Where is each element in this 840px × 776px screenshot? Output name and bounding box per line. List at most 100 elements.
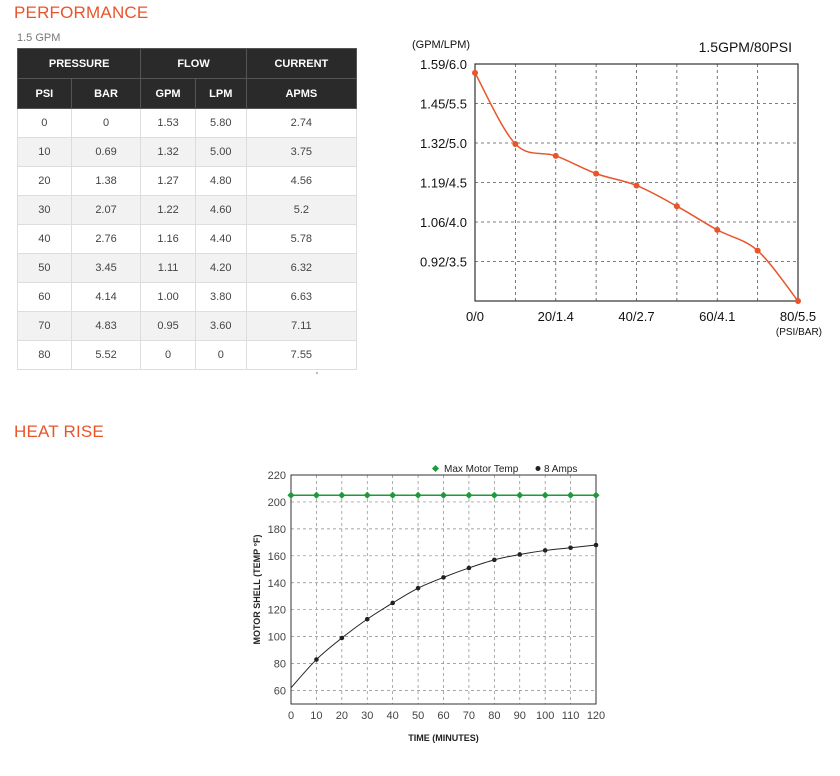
data-point-max-motor-temp	[465, 491, 473, 499]
data-point-8-amps	[441, 575, 446, 580]
plot-frame	[290, 474, 597, 705]
table-cell: 10	[17, 137, 72, 167]
x-tick-label: 70	[463, 710, 475, 722]
table-cell: 5.00	[194, 137, 247, 167]
data-point	[633, 182, 640, 189]
y-tick-label: 120	[268, 605, 286, 617]
data-point-8-amps	[568, 545, 573, 551]
data-point-max-motor-temp	[363, 491, 371, 499]
table-cell: 4.20	[194, 253, 247, 283]
data-point-8-amps	[542, 548, 548, 553]
y-tick-label: 60	[274, 686, 286, 698]
table-cell: 1.53	[140, 108, 196, 138]
y-tick-label: 220	[268, 470, 286, 482]
table-row: 0 0 1.53 5.80 2.74	[17, 108, 358, 138]
stray-dot	[316, 372, 318, 374]
table-cell: 60	[17, 282, 72, 312]
table-cell: 1.00	[140, 282, 196, 312]
y-tick-label: 1.32/5.0	[420, 136, 467, 151]
table-cell: 5.52	[70, 340, 142, 370]
table-row: 80 5.52 0 0 7.55	[17, 340, 358, 370]
table-cell: 1.27	[140, 166, 196, 196]
legend-label-max-motor-temp: Max Motor Temp	[444, 464, 519, 475]
data-point-max-motor-temp	[439, 491, 448, 499]
data-point	[512, 140, 519, 147]
table-row: 60 4.14 1.00 3.80 6.63	[17, 282, 358, 312]
table-cell: 0	[70, 108, 142, 138]
legend-marker-max-motor-temp	[431, 464, 440, 473]
y-axis-label: MOTOR SHELL (TEMP °F)	[252, 534, 262, 644]
data-point-max-motor-temp	[516, 491, 524, 499]
data-point-max-motor-temp	[592, 491, 600, 499]
group-header-flow: FLOW	[140, 48, 247, 79]
performance-subtitle: 1.5 GPM	[17, 32, 61, 44]
data-point-max-motor-temp	[541, 491, 549, 499]
table-row: 50 3.45 1.11 4.20 6.32	[17, 253, 358, 283]
x-tick-label: 80/5.5	[780, 309, 816, 324]
column-header-bar: BAR	[70, 78, 142, 109]
x-tick-label: 90	[514, 710, 526, 722]
data-point-8-amps	[339, 635, 345, 641]
table-cell: 70	[17, 311, 72, 341]
legend-marker-8-amps	[535, 466, 541, 471]
table-cell: 1.11	[140, 253, 196, 283]
x-tick-label: 60	[437, 710, 449, 722]
y-tick-label: 100	[268, 632, 286, 644]
x-tick-label: 110	[562, 710, 580, 722]
table-row: 40 2.76 1.16 4.40 5.78	[17, 224, 358, 254]
x-tick-label: 20/1.4	[538, 309, 574, 324]
table-cell: 7.55	[245, 340, 358, 370]
data-point-8-amps	[390, 600, 395, 606]
table-cell: 2.76	[70, 224, 142, 254]
x-tick-label: 30	[361, 710, 373, 722]
y-tick-label: 160	[268, 551, 286, 563]
x-tick-label: 40	[387, 710, 399, 722]
chart-title: 1.5GPM/80PSI	[699, 39, 792, 55]
data-point-8-amps	[314, 657, 319, 662]
table-row: 20 1.38 1.27 4.80 4.56	[17, 166, 358, 196]
x-tick-label: 40/2.7	[618, 309, 654, 324]
table-cell: 3.80	[194, 282, 247, 312]
table-column-header-row: PSI BAR GPM LPM APMS	[17, 78, 358, 109]
heat-rise-chart: 60 80 100 120 140 160 180 200 220 0 10 20 30 40 50 60 70…	[252, 464, 605, 743]
column-header-lpm: LPM	[194, 78, 247, 109]
table-cell: 6.63	[245, 282, 358, 312]
x-tick-label: 10	[310, 710, 322, 722]
table-cell: 0.95	[140, 311, 196, 341]
heat-rise-title: HEAT RISE	[14, 422, 104, 441]
x-tick-label: 20	[336, 710, 348, 722]
table-cell: 2.07	[70, 195, 142, 225]
table-cell: 1.16	[140, 224, 196, 254]
x-tick-label: 0/0	[466, 309, 484, 324]
x-tick-label: 80	[488, 710, 500, 722]
table-cell: 5.78	[245, 224, 358, 254]
table-cell: 1.32	[140, 137, 196, 167]
column-header-apms: APMS	[245, 78, 358, 109]
table-cell: 6.32	[245, 253, 358, 283]
table-cell: 0	[194, 340, 247, 370]
data-point	[673, 203, 680, 210]
legend-label-8-amps: 8 Amps	[544, 464, 577, 475]
data-point	[552, 152, 559, 159]
table-cell: 5.80	[194, 108, 247, 138]
table-cell: 3.45	[70, 253, 142, 283]
table-cell: 4.60	[194, 195, 247, 225]
table-body: 0 0 1.53 5.80 2.74 10 0.69 1.32 5.00 3.75 20 1.38 1.…	[17, 108, 358, 370]
x-tick-label: 0	[288, 710, 294, 722]
data-point	[795, 298, 801, 304]
data-point-8-amps	[517, 552, 523, 557]
table-cell: 1.22	[140, 195, 196, 225]
table-cell: 20	[17, 166, 72, 196]
data-point-8-amps	[492, 557, 497, 563]
table-cell: 3.60	[194, 311, 247, 341]
data-point	[593, 170, 600, 177]
data-point	[754, 247, 761, 254]
x-tick-label: 120	[587, 710, 605, 722]
data-point-8-amps	[364, 616, 370, 622]
column-header-psi: PSI	[17, 78, 72, 109]
y-axis-label: (GPM/LPM)	[412, 39, 470, 51]
table-cell: 30	[17, 195, 72, 225]
data-point-max-motor-temp	[490, 491, 498, 499]
table-cell: 0.69	[70, 137, 142, 167]
table-cell: 0	[140, 340, 196, 370]
